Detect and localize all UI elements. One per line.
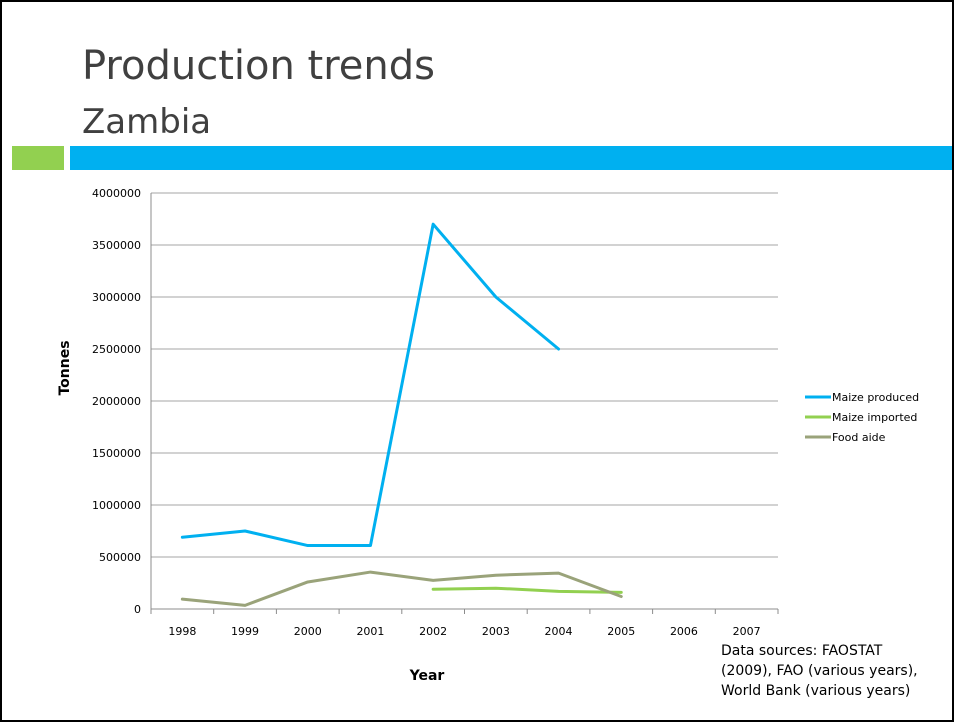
accent-bar-green	[12, 146, 64, 170]
y-tick-label: 4000000	[92, 187, 141, 200]
y-tick-label: 2500000	[92, 343, 141, 356]
y-tick-label: 0	[134, 603, 141, 616]
x-tick-label: 1999	[231, 625, 259, 638]
y-axis-title: Tonnes	[57, 340, 73, 395]
x-axis-title: Year	[409, 668, 445, 684]
y-tick-label: 3000000	[92, 291, 141, 304]
series-line-maize-imported	[431, 586, 623, 594]
x-tick-label: 2002	[419, 625, 447, 638]
x-tick-label: 2000	[294, 625, 322, 638]
slide-subtitle: Zambia	[82, 102, 212, 142]
y-tick-label: 1000000	[92, 499, 141, 512]
x-tick-label: 2004	[545, 625, 573, 638]
y-tick-label: 3500000	[92, 239, 141, 252]
x-tick-label: 2003	[482, 625, 510, 638]
x-tick-label: 1998	[168, 625, 196, 638]
legend-label-maize-produced: Maize produced	[832, 391, 919, 404]
data-sources-note: Data sources: FAOSTAT (2009), FAO (vario…	[721, 643, 918, 699]
series-line-food-aide	[180, 570, 623, 607]
series-line-maize-produced	[180, 222, 561, 548]
x-tick-label: 2006	[670, 625, 698, 638]
y-tick-label: 1500000	[92, 447, 141, 460]
accent-bar-blue	[70, 146, 952, 170]
y-tick-label: 2000000	[92, 395, 141, 408]
y-tick-label: 500000	[99, 551, 141, 564]
legend-label-food-aide: Food aide	[832, 431, 886, 444]
x-tick-label: 2005	[607, 625, 635, 638]
slide-title: Production trends	[82, 43, 435, 89]
legend-label-maize-imported: Maize imported	[832, 411, 917, 424]
x-tick-label: 2007	[733, 625, 761, 638]
x-tick-label: 2001	[356, 625, 384, 638]
